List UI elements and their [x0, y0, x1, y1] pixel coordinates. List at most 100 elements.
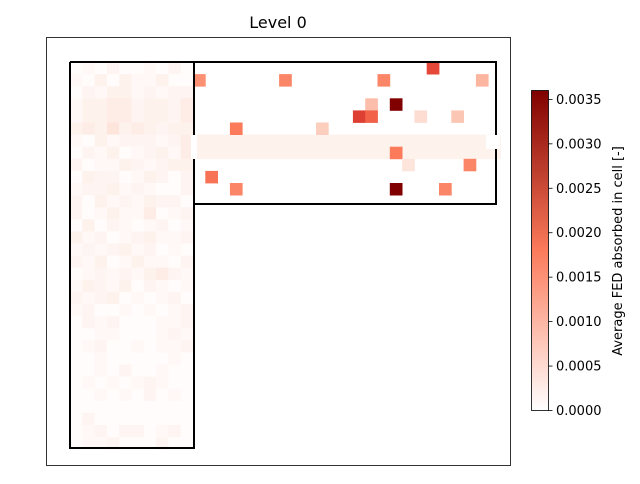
heatmap-cell — [143, 267, 157, 281]
heatmap-cell — [106, 388, 120, 402]
heatmap-cell — [119, 328, 132, 341]
heatmap-cell — [180, 437, 194, 450]
heatmap-cell — [106, 316, 120, 329]
heatmap-cell — [340, 134, 354, 148]
heatmap-cell — [94, 170, 108, 184]
heatmap-cell — [82, 291, 95, 305]
heatmap-cell — [106, 279, 120, 293]
heatmap-cell — [94, 304, 108, 317]
heatmap-cell — [106, 122, 120, 135]
heatmap-cell — [180, 98, 194, 111]
heatmap-cell — [389, 183, 403, 196]
heatmap-cell — [119, 412, 132, 426]
heatmap-cell — [106, 352, 120, 365]
heatmap-cell — [106, 376, 120, 390]
heatmap-cell — [143, 352, 157, 365]
heatmap-cell — [131, 74, 145, 87]
heatmap-cell — [106, 146, 120, 160]
heatmap-cell — [70, 279, 83, 293]
heatmap-cell — [156, 62, 169, 75]
heatmap-cell — [143, 388, 157, 402]
heatmap-cell — [168, 412, 182, 426]
heatmap-cell — [352, 146, 366, 160]
heatmap-cell — [106, 340, 120, 353]
heatmap-cell — [119, 437, 132, 450]
heatmap-cell — [82, 170, 95, 184]
heatmap-cell — [180, 364, 194, 377]
heatmap-cell — [131, 158, 145, 172]
heatmap-cell — [156, 243, 169, 256]
heatmap-cell — [377, 146, 391, 160]
heatmap-cell — [119, 316, 132, 329]
heatmap-cell — [106, 86, 120, 99]
heatmap-cell — [119, 231, 132, 244]
corridor-gap-left — [191, 135, 197, 159]
heatmap-cell — [475, 146, 489, 160]
heatmap-cell — [352, 134, 366, 148]
heatmap-cell — [156, 328, 169, 341]
heatmap-cell — [106, 243, 120, 256]
heatmap-cell — [94, 267, 108, 281]
heatmap-cell — [143, 412, 157, 426]
heatmap-cell — [205, 134, 218, 148]
heatmap-cell — [94, 437, 108, 450]
heatmap-cell — [451, 146, 464, 160]
heatmap-cell — [168, 291, 182, 305]
heatmap-cell — [168, 183, 182, 196]
heatmap-cell — [143, 134, 157, 148]
heatmap-cell — [168, 352, 182, 365]
heatmap-cell — [94, 364, 108, 377]
heatmap-cell — [402, 158, 415, 172]
heatmap-cell — [180, 110, 194, 123]
heatmap-cell — [180, 243, 194, 256]
heatmap-cell — [168, 340, 182, 353]
heatmap-cell — [106, 207, 120, 220]
heatmap-cell — [143, 62, 157, 75]
heatmap-cell — [168, 86, 182, 99]
heatmap-cell — [168, 195, 182, 208]
heatmap-cell — [131, 328, 145, 341]
heatmap-cell — [229, 183, 243, 196]
heatmap-cell — [106, 74, 120, 87]
heatmap-cell — [82, 376, 95, 390]
heatmap-cell — [70, 86, 83, 99]
heatmap-cell — [180, 352, 194, 365]
heatmap-cell — [131, 231, 145, 244]
heatmap-cell — [402, 146, 415, 160]
heatmap-cell — [156, 158, 169, 172]
heatmap-cell — [82, 316, 95, 329]
heatmap-cell — [180, 219, 194, 232]
heatmap-cell — [131, 122, 145, 135]
colorbar: 0.0000 0.0005 0.0010 0.0015 0.0020 0.0025 0.00… — [531, 90, 626, 419]
heatmap-cell — [266, 134, 280, 148]
heatmap-cell — [119, 134, 132, 148]
heatmap-cell — [143, 170, 157, 184]
heatmap-cell — [119, 400, 132, 414]
heatmap-cell — [82, 340, 95, 353]
heatmap-cell — [70, 170, 83, 184]
heatmap-cell — [131, 170, 145, 184]
heatmap-cell — [119, 425, 132, 438]
heatmap-cell — [168, 267, 182, 281]
heatmap-cell — [254, 134, 268, 148]
heatmap-cell — [180, 158, 194, 172]
heatmap-cell — [106, 134, 120, 148]
heatmap-cell — [82, 86, 95, 99]
heatmap-cell — [156, 122, 169, 135]
heatmap-cell — [82, 437, 95, 450]
heatmap-cell — [156, 316, 169, 329]
heatmap-cell — [279, 134, 292, 148]
heatmap-cell — [131, 110, 145, 123]
heatmap-cell — [451, 110, 464, 123]
heatmap-cell — [106, 400, 120, 414]
heatmap-cell — [156, 74, 169, 87]
heatmap-cell — [70, 231, 83, 244]
heatmap-cell — [143, 255, 157, 269]
heatmap-cell — [168, 255, 182, 269]
heatmap-cell — [70, 400, 83, 414]
heatmap-cell — [168, 279, 182, 293]
heatmap-cell — [180, 400, 194, 414]
colorbar-tick-label: 0.0015 — [556, 271, 602, 286]
heatmap-cell — [94, 134, 108, 148]
heatmap-cell — [82, 207, 95, 220]
